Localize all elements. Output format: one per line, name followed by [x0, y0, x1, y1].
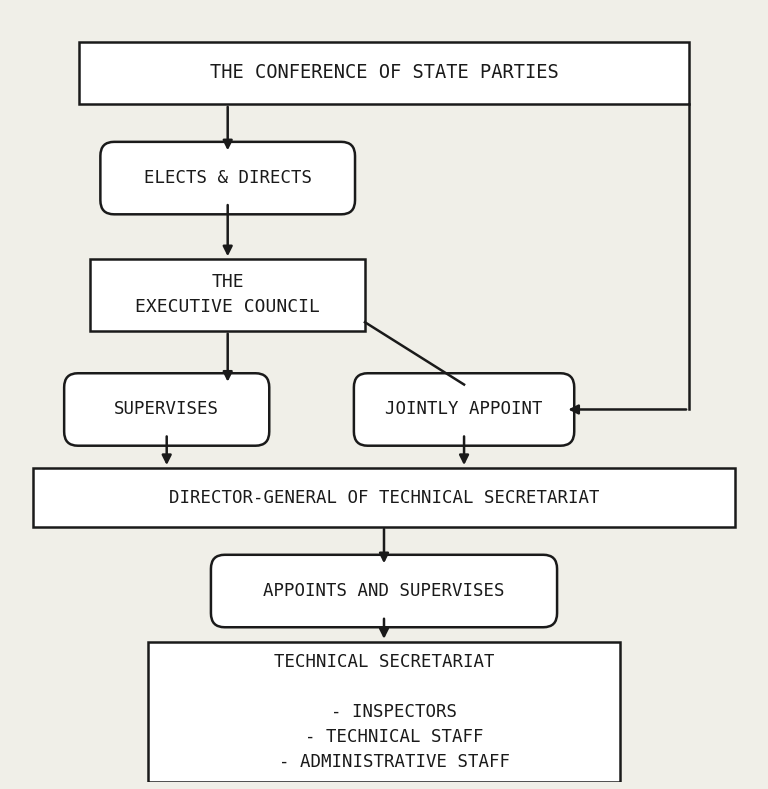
Text: THE CONFERENCE OF STATE PARTIES: THE CONFERENCE OF STATE PARTIES	[210, 63, 558, 82]
Text: TECHNICAL SECRETARIAT

  - INSPECTORS
  - TECHNICAL STAFF
  - ADMINISTRATIVE STA: TECHNICAL SECRETARIAT - INSPECTORS - TEC…	[258, 653, 510, 771]
FancyBboxPatch shape	[354, 373, 574, 446]
FancyBboxPatch shape	[147, 641, 621, 782]
FancyBboxPatch shape	[33, 469, 735, 527]
FancyBboxPatch shape	[91, 259, 365, 331]
FancyBboxPatch shape	[65, 373, 270, 446]
Text: THE
EXECUTIVE COUNCIL: THE EXECUTIVE COUNCIL	[135, 274, 320, 316]
Text: JOINTLY APPOINT: JOINTLY APPOINT	[386, 401, 543, 418]
Text: DIRECTOR-GENERAL OF TECHNICAL SECRETARIAT: DIRECTOR-GENERAL OF TECHNICAL SECRETARIA…	[169, 488, 599, 507]
FancyBboxPatch shape	[211, 555, 557, 627]
FancyBboxPatch shape	[79, 42, 689, 104]
Text: SUPERVISES: SUPERVISES	[114, 401, 219, 418]
Text: ELECTS & DIRECTS: ELECTS & DIRECTS	[144, 169, 312, 187]
FancyBboxPatch shape	[101, 142, 355, 215]
Text: APPOINTS AND SUPERVISES: APPOINTS AND SUPERVISES	[263, 582, 505, 600]
